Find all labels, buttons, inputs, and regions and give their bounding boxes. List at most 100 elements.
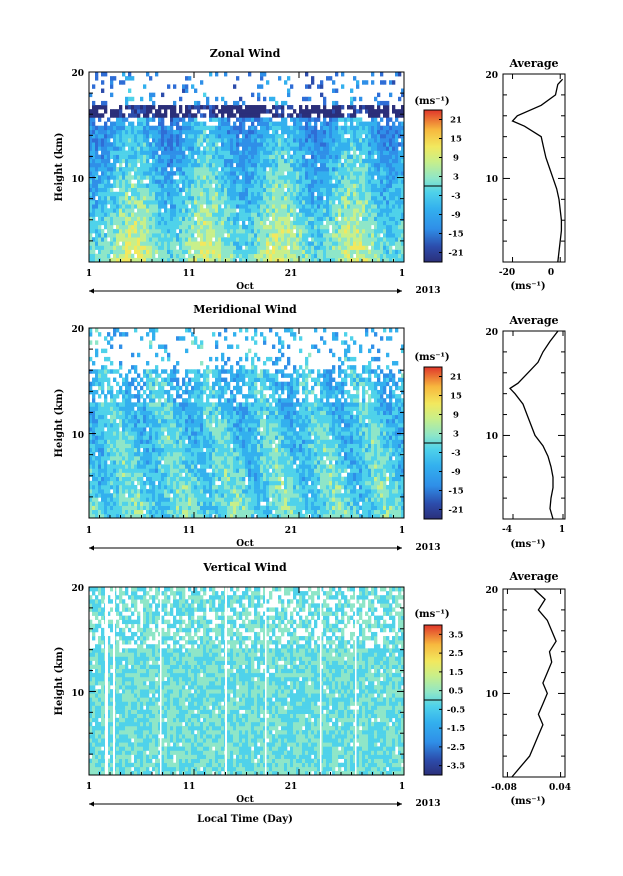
heatmap-cell (158, 208, 162, 213)
heatmap-cell (362, 245, 366, 250)
heatmap-cell (365, 142, 369, 147)
heatmap-cell (260, 121, 264, 126)
heatmap-cell (341, 154, 345, 160)
heatmap-cell (314, 154, 318, 160)
heatmap-cell (122, 200, 126, 205)
heatmap-cell (311, 257, 315, 263)
heatmap-cell (116, 129, 120, 135)
heatmap-cell (272, 133, 276, 139)
heatmap-cell (359, 105, 363, 110)
heatmap-cell (341, 142, 345, 147)
heatmap-cell (179, 138, 183, 143)
heatmap-cell (275, 121, 279, 126)
heatmap-cell (281, 257, 285, 263)
heatmap-cell (158, 220, 162, 226)
heatmap-cell (119, 439, 123, 444)
heatmap-cell (317, 253, 321, 259)
heatmap-cell (326, 150, 330, 155)
heatmap-cell (110, 480, 114, 486)
heatmap-cell (212, 150, 216, 155)
heatmap-cell (254, 216, 258, 221)
heatmap-cell (119, 109, 123, 114)
heatmap-cell (377, 233, 381, 238)
heatmap-cell (317, 224, 321, 230)
heatmap-cell (386, 200, 390, 205)
heatmap-cell (191, 179, 195, 184)
heatmap-cell (197, 212, 201, 217)
heatmap-cell (221, 249, 225, 255)
heatmap-cell (374, 228, 378, 234)
heatmap-cell (332, 220, 336, 226)
heatmap-cell (212, 212, 216, 217)
heatmap-cell (368, 150, 372, 155)
heatmap-cell (149, 183, 153, 188)
heatmap-cell (239, 121, 243, 126)
heatmap-cell (236, 237, 240, 242)
heatmap-cell (182, 249, 186, 255)
heatmap-cell (251, 224, 255, 230)
heatmap-cell (359, 146, 363, 151)
heatmap-cell (347, 245, 351, 250)
heatmap-cell (167, 191, 171, 197)
heatmap-cell (137, 373, 141, 378)
heatmap-cell (92, 204, 96, 209)
heatmap-cell (173, 456, 177, 461)
heatmap-cell (131, 175, 135, 180)
heatmap-cell (122, 468, 126, 473)
heatmap-cell (140, 472, 144, 477)
heatmap-cell (212, 125, 216, 131)
heatmap-cell (248, 150, 252, 155)
heatmap-cell (317, 113, 321, 118)
heatmap-cell (182, 241, 186, 246)
heatmap-cell (188, 257, 192, 263)
heatmap-cell (107, 162, 111, 168)
heatmap-cell (209, 228, 213, 234)
heatmap-cell (299, 105, 303, 110)
heatmap-cell (119, 121, 123, 126)
heatmap-cell (266, 121, 270, 126)
heatmap-cell (104, 377, 108, 382)
heatmap-cell (125, 464, 129, 469)
heatmap-cell (323, 233, 327, 238)
heatmap-cell (353, 237, 357, 242)
heatmap-cell (203, 241, 207, 246)
heatmap-cell (113, 121, 117, 126)
heatmap-cell (272, 220, 276, 226)
heatmap-cell (257, 191, 261, 197)
heatmap-cell (149, 497, 153, 502)
heatmap-cell (236, 162, 240, 168)
heatmap-cell (275, 133, 279, 139)
heatmap-cell (305, 142, 309, 147)
heatmap-cell (275, 245, 279, 250)
heatmap-cell (347, 146, 351, 151)
heatmap-cell (143, 381, 147, 387)
heatmap-cell (212, 158, 216, 164)
heatmap-cell (284, 257, 288, 263)
heatmap-cell (164, 439, 168, 444)
heatmap-cell (224, 200, 228, 205)
heatmap-cell (128, 233, 132, 238)
heatmap-cell (92, 187, 96, 193)
heatmap-cell (122, 377, 126, 382)
heatmap-cell (293, 154, 297, 160)
heatmap-cell (188, 113, 192, 118)
heatmap-cell (344, 191, 348, 197)
heatmap-cell (284, 191, 288, 197)
heatmap-cell (143, 204, 147, 209)
heatmap-cell (125, 418, 129, 424)
heatmap-cell (89, 183, 93, 188)
heatmap-cell (128, 167, 132, 172)
heatmap-cell (326, 175, 330, 180)
heatmap-cell (101, 377, 105, 382)
heatmap-cell (353, 204, 357, 209)
heatmap-cell (356, 117, 360, 122)
heatmap-cell (359, 233, 363, 238)
heatmap-cell (185, 257, 189, 263)
heatmap-cell (128, 398, 132, 403)
heatmap-cell (116, 476, 120, 482)
heatmap-cell (398, 224, 402, 230)
heatmap-cell (368, 253, 372, 259)
heatmap-cell (101, 373, 105, 378)
heatmap-cell (131, 377, 135, 382)
heatmap-cell (137, 435, 141, 440)
